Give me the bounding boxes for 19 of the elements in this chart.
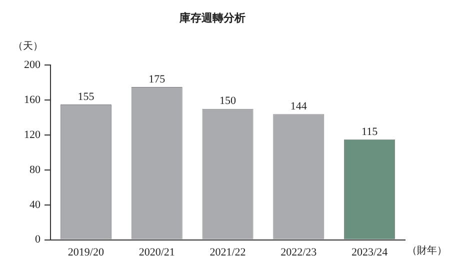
y-tick-label: 0 [35,234,41,246]
x-tick-label: 2021/22 [210,246,246,258]
data-label: 150 [220,95,236,108]
y-axis-title: （天） [13,40,43,52]
y-tick-label: 40 [30,198,41,211]
x-axis-title: （財年） [407,244,447,256]
y-tick-label: 80 [30,164,41,176]
y-tick-label: 160 [24,94,41,106]
x-tick-label: 2019/20 [68,246,104,258]
data-label: 144 [290,100,308,112]
x-tick-label: 2022/23 [280,246,318,258]
x-tick-label: 2020/21 [138,246,175,258]
data-label: 175 [148,73,166,86]
data-label: 115 [362,126,378,138]
chart-title: 庫存週轉分析 [178,11,246,24]
x-tick-label: 2023/24 [352,246,388,258]
y-tick-label: 200 [24,59,41,72]
data-label: 155 [78,90,95,103]
y-tick-label: 120 [24,128,41,141]
